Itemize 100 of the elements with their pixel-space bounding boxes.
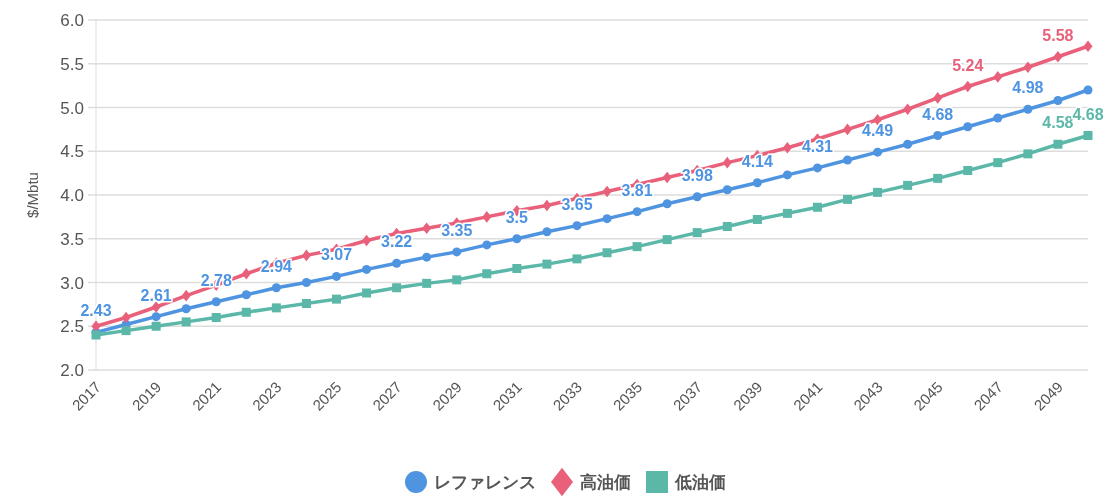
data-label: 4.14 [741, 152, 774, 170]
point [873, 187, 883, 197]
point [722, 185, 732, 195]
point [722, 222, 732, 231]
point [271, 283, 281, 293]
point [121, 311, 131, 324]
point [331, 271, 341, 281]
data-label: 5.24 [952, 56, 984, 74]
point [452, 275, 462, 285]
point [392, 258, 402, 268]
point [151, 321, 161, 331]
point [632, 242, 642, 252]
point [241, 267, 251, 280]
point [903, 180, 913, 190]
y-tick-label: 2.5 [60, 317, 84, 337]
y-tick-label: 2.0 [60, 361, 84, 380]
point [271, 303, 281, 313]
data-label: 3.5 [505, 208, 529, 226]
point [752, 215, 762, 224]
data-label: 4.98 [1012, 79, 1044, 97]
point [482, 240, 492, 250]
point [301, 249, 311, 262]
data-label: 2.61 [140, 286, 172, 304]
data-label: 3.07 [320, 246, 353, 264]
data-label: 4.68 [1072, 105, 1104, 123]
point [482, 211, 492, 223]
point [933, 131, 943, 140]
point [812, 163, 822, 173]
point [722, 156, 732, 169]
point [933, 173, 943, 183]
legend-label: レファレンス [434, 473, 536, 492]
point [211, 313, 221, 322]
data-label: 4.58 [1042, 114, 1074, 132]
point [662, 235, 672, 245]
point [362, 234, 372, 247]
point [151, 301, 161, 313]
point [422, 278, 432, 288]
point [662, 199, 672, 209]
point [1053, 96, 1063, 105]
data-label: 2.43 [80, 302, 112, 320]
point [1083, 40, 1093, 53]
point [572, 221, 582, 231]
point [572, 254, 582, 264]
point [1023, 149, 1033, 159]
point [843, 155, 853, 165]
point [963, 80, 973, 93]
point [602, 248, 612, 258]
point [362, 264, 372, 274]
point [873, 147, 883, 157]
legend-label: 高油価 [580, 473, 631, 492]
point [993, 71, 1003, 83]
point [752, 178, 762, 188]
point [422, 252, 432, 262]
data-label: 4.49 [862, 122, 894, 140]
data-label: 3.81 [621, 181, 653, 199]
data-label: 4.68 [922, 105, 954, 123]
point [181, 304, 191, 314]
point [422, 222, 432, 235]
y-axis-title: $/Mbtu [24, 172, 41, 218]
data-label: 4.31 [801, 137, 834, 155]
point [993, 113, 1003, 123]
y-tick-label: 4.0 [60, 186, 84, 205]
point [1053, 139, 1063, 149]
data-label: 5.58 [1042, 26, 1074, 44]
point [542, 199, 552, 212]
y-tick-label: 5.0 [60, 98, 84, 118]
point [542, 259, 552, 269]
point [452, 247, 462, 257]
point [843, 194, 853, 204]
point [692, 192, 702, 202]
y-tick-label: 4.5 [60, 142, 84, 162]
y-tick-label: 6.0 [60, 11, 84, 30]
point [241, 290, 251, 300]
point [151, 312, 161, 322]
point [632, 207, 642, 217]
point [812, 202, 822, 212]
y-tick-label: 3.5 [60, 229, 84, 249]
point [1023, 61, 1033, 74]
point [512, 264, 522, 273]
point [993, 158, 1003, 168]
point [181, 317, 191, 327]
point [782, 141, 792, 154]
point [331, 294, 341, 304]
point [903, 103, 913, 116]
point [512, 234, 522, 244]
point [482, 269, 492, 279]
point [211, 297, 221, 307]
point [782, 208, 792, 218]
point [843, 123, 853, 136]
point [301, 299, 311, 308]
point [1083, 85, 1093, 95]
data-label: 3.35 [441, 221, 473, 239]
y-tick-label: 3.0 [60, 273, 84, 293]
point [362, 288, 372, 298]
point [602, 185, 612, 198]
point [933, 92, 943, 104]
point [903, 139, 913, 149]
point [963, 166, 973, 175]
point [692, 228, 702, 238]
point [662, 171, 672, 184]
